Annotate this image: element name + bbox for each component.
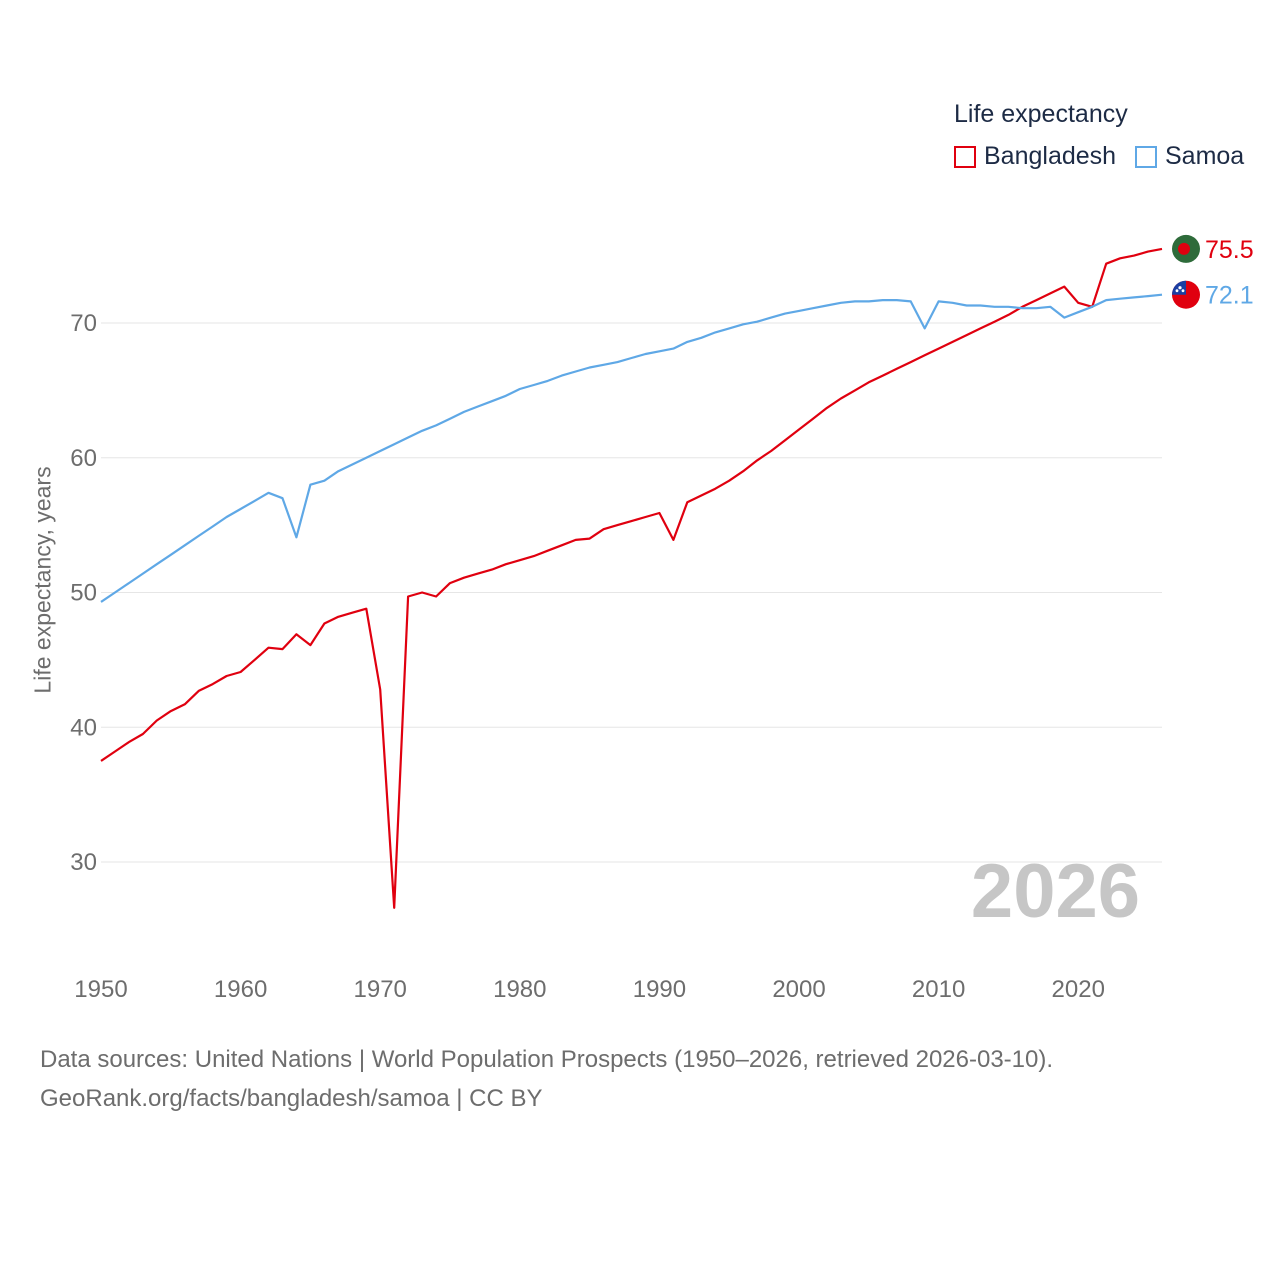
samoa-flag-star (1181, 289, 1185, 293)
y-tick-label: 50 (70, 580, 97, 607)
y-tick-label: 40 (70, 714, 97, 741)
x-tick-label: 1950 (74, 976, 127, 1003)
series-lines (100, 247, 1163, 909)
y-tick-label: 70 (70, 310, 97, 337)
current-year-label: 2026 (970, 849, 1140, 934)
gridlines (101, 322, 1162, 863)
legend-label-bangladesh: Bangladesh (984, 142, 1117, 170)
series-end-markers: 75.5 72.1 (1172, 234, 1254, 310)
legend-swatch-samoa (1135, 145, 1157, 168)
legend-item-samoa[interactable]: Samoa (1135, 142, 1244, 171)
series-line-bangladesh (100, 247, 1163, 909)
y-tick-label: 60 (70, 445, 97, 472)
y-axis-ticks: 30 40 50 60 70 (70, 310, 97, 876)
x-tick-label: 1980 (493, 976, 546, 1003)
legend-swatch-bangladesh (954, 145, 976, 168)
samoa-flag-icon (1172, 280, 1200, 309)
x-tick-label: 1960 (214, 976, 267, 1003)
x-tick-label: 2020 (1052, 976, 1105, 1003)
attribution-link[interactable]: GeoRank.org/facts/bangladesh/samoa | CC … (40, 1085, 543, 1112)
end-value-label-samoa: 72.1 (1205, 282, 1254, 310)
y-tick-label: 30 (70, 849, 97, 876)
legend-item-bangladesh[interactable]: Bangladesh (954, 142, 1116, 171)
legend-title: Life expectancy (954, 100, 1128, 128)
x-axis-ticks: 1950 1960 1970 1980 1990 2000 2010 2020 (74, 976, 1105, 1003)
x-tick-label: 2000 (772, 976, 825, 1003)
data-source-text: Data sources: United Nations | World Pop… (40, 1046, 1054, 1073)
x-tick-label: 1990 (633, 976, 686, 1003)
bangladesh-flag-disc (1178, 242, 1190, 255)
end-value-label-bangladesh: 75.5 (1205, 236, 1254, 264)
series-line-samoa (100, 293, 1163, 603)
samoa-flag-star (1175, 289, 1179, 293)
bangladesh-flag-icon (1172, 234, 1200, 263)
samoa-flag-star (1178, 286, 1182, 290)
x-tick-label: 1970 (354, 976, 407, 1003)
legend-label-samoa: Samoa (1165, 142, 1245, 170)
y-axis-label: Life expectancy, years (29, 466, 56, 694)
x-tick-label: 2010 (912, 976, 965, 1003)
